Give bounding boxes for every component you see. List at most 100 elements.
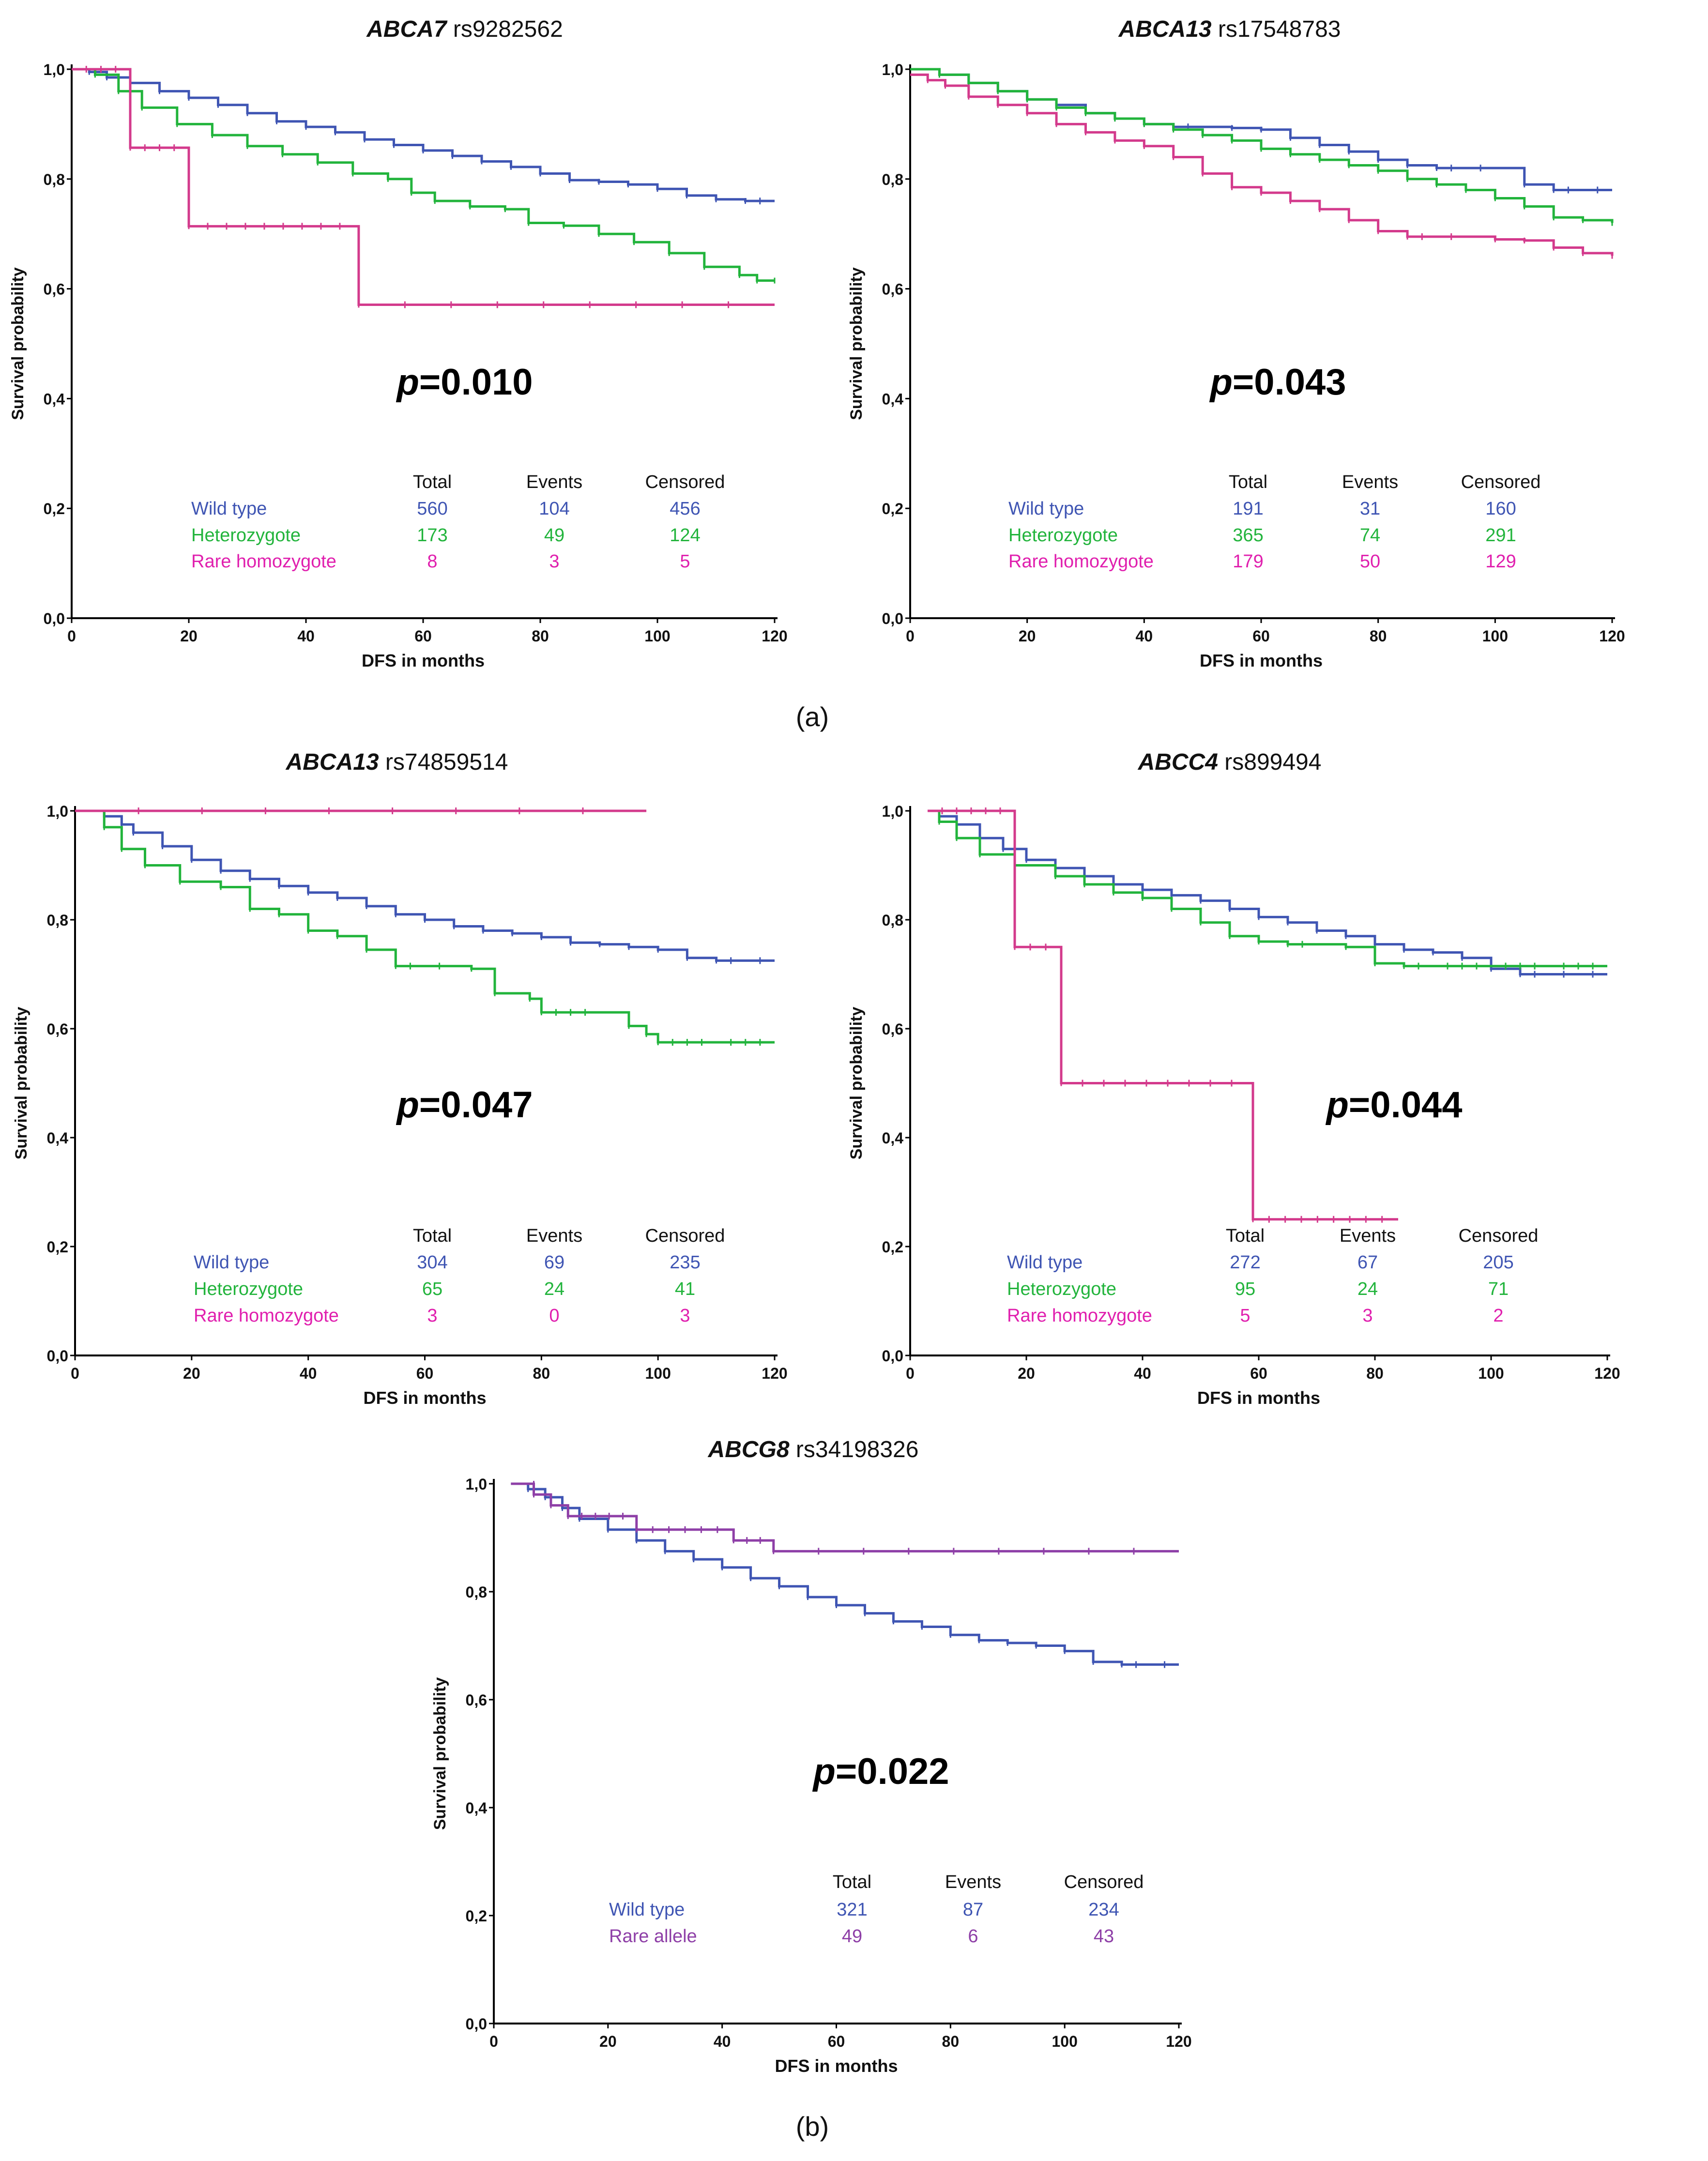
table-cell: 191 (1233, 499, 1263, 519)
y-tick-label: 0,4 (47, 1129, 69, 1147)
table-header-censored: Censored (1459, 1226, 1539, 1246)
series-line-heterozygote (92, 809, 775, 1044)
chart-title-snp: rs17548783 (1212, 16, 1341, 42)
p-value-prefix: p (396, 362, 419, 403)
table-cell: 49 (544, 525, 564, 546)
p-value: p=0.043 (1209, 362, 1346, 403)
p-value: p=0.044 (1325, 1084, 1462, 1126)
km-chart-3: ABCA13 rs74859514 0,0 0,2 0,4 0,6 0,8 1,0 0 20 40… (12, 749, 788, 1408)
table-cell: 124 (670, 525, 700, 546)
x-tick-label: 80 (1366, 1365, 1384, 1382)
chart-title-gene: ABCA13 (1118, 16, 1212, 42)
y-axis-label: Survival probability (847, 1007, 866, 1160)
x-tick-label: 20 (1018, 1365, 1035, 1382)
series-line-rare-homozygote (928, 809, 1398, 1221)
table-cell: 2 (1493, 1306, 1503, 1326)
table-header-total: Total (413, 472, 452, 492)
table-cell: 3 (680, 1306, 690, 1326)
y-tick-label: 0,2 (44, 500, 65, 517)
p-value-prefix: p (1325, 1084, 1348, 1126)
x-tick-label: 100 (645, 1365, 671, 1382)
table-cell: 291 (1485, 525, 1516, 546)
legend-label: Heterozygote (1008, 525, 1118, 546)
table-cell: 49 (842, 1926, 862, 1947)
chart-title-snp: rs9282562 (447, 16, 563, 42)
table-header-events: Events (526, 1226, 582, 1246)
chart-title-gene: ABCA7 (366, 16, 448, 42)
legend-label: Wild type (191, 499, 267, 519)
y-tick-label: 0,2 (466, 1907, 487, 1925)
table-cell: 3 (549, 551, 559, 572)
censor-marks (927, 77, 1613, 259)
series-line-wild-type (72, 68, 775, 202)
y-tick-label: 0,4 (44, 390, 65, 408)
p-value: p=0.010 (396, 362, 533, 403)
p-value-number: =0.022 (836, 1751, 949, 1792)
p-value: p=0.047 (396, 1084, 533, 1126)
chart-title-gene: ABCA13 (286, 749, 379, 775)
y-tick-label: 0,8 (47, 912, 68, 929)
y-tick-label: 0,4 (882, 390, 904, 408)
panel-label-a: (a) (796, 701, 829, 732)
table-cell: 365 (1233, 525, 1263, 546)
series-line-wild-type (92, 809, 775, 962)
table-cell: 8 (427, 551, 437, 572)
x-tick-label: 0 (906, 627, 915, 645)
x-tick-label: 80 (532, 627, 549, 645)
censor-marks (938, 819, 1594, 970)
x-tick-label: 80 (942, 2033, 960, 2050)
p-value: p=0.022 (812, 1751, 949, 1792)
censor-marks (103, 824, 761, 1046)
chart-title: ABCA7 rs9282562 (366, 16, 563, 42)
y-axis-label: Survival probability (9, 267, 27, 420)
table-cell: 321 (837, 1900, 867, 1920)
table-cell: 71 (1488, 1279, 1509, 1299)
table-cell: 272 (1230, 1252, 1260, 1273)
y-tick-label: 1,0 (882, 803, 903, 820)
x-tick-label: 60 (1252, 627, 1270, 645)
p-value-prefix: p (396, 1084, 419, 1126)
table-header-events: Events (1340, 1226, 1396, 1246)
censor-marks (527, 1486, 1166, 1668)
table-cell: 5 (680, 551, 690, 572)
p-value-number: =0.047 (419, 1084, 533, 1126)
x-tick-label: 100 (1482, 627, 1508, 645)
table-header-events: Events (1342, 472, 1398, 492)
y-tick-label: 0,6 (47, 1020, 68, 1038)
x-tick-label: 20 (1019, 627, 1036, 645)
legend-label: Heterozygote (1007, 1279, 1116, 1299)
chart-title: ABCC4 rs899494 (1138, 749, 1322, 775)
chart-title-gene: ABCG8 (708, 1437, 790, 1462)
x-tick-label: 120 (1599, 627, 1625, 645)
p-value-number: =0.010 (419, 362, 533, 403)
y-tick-label: 0,8 (466, 1583, 487, 1601)
x-tick-label: 0 (906, 1365, 915, 1382)
x-tick-label: 60 (416, 1365, 434, 1382)
x-tick-label: 80 (533, 1365, 550, 1382)
series-line-wild-type (511, 1482, 1179, 1666)
censor-marks (533, 1481, 1135, 1555)
y-axis-label: Survival probability (847, 267, 866, 420)
table-cell: 50 (1360, 551, 1380, 572)
table-cell: 43 (1094, 1926, 1114, 1947)
x-tick-label: 120 (1594, 1365, 1620, 1382)
table-header-total: Total (1229, 472, 1267, 492)
chart-title: ABCA13 rs17548783 (1118, 16, 1341, 42)
table-cell: 0 (549, 1306, 559, 1326)
chart-title: ABCG8 rs34198326 (708, 1437, 919, 1462)
legend-label: Rare homozygote (194, 1306, 339, 1326)
km-chart-1: ABCA7 rs9282562 0,0 0,2 0,4 0,6 0,8 1,0 0 20 40 60… (9, 16, 788, 670)
y-axis-label: Survival probability (12, 1007, 30, 1160)
x-tick-label: 120 (1166, 2033, 1191, 2050)
legend-label: Wild type (1007, 1252, 1083, 1273)
table-header-censored: Censored (645, 1226, 725, 1246)
table-header-events: Events (526, 472, 582, 492)
panel-label-b: (b) (796, 2111, 829, 2142)
legend-label: Heterozygote (194, 1279, 303, 1299)
table-cell: 234 (1088, 1900, 1119, 1920)
y-tick-label: 1,0 (44, 61, 65, 78)
x-axis-label: DFS in months (1197, 1388, 1320, 1408)
table-header-events: Events (945, 1872, 1001, 1892)
x-tick-label: 100 (1052, 2033, 1077, 2050)
x-tick-label: 60 (414, 627, 432, 645)
